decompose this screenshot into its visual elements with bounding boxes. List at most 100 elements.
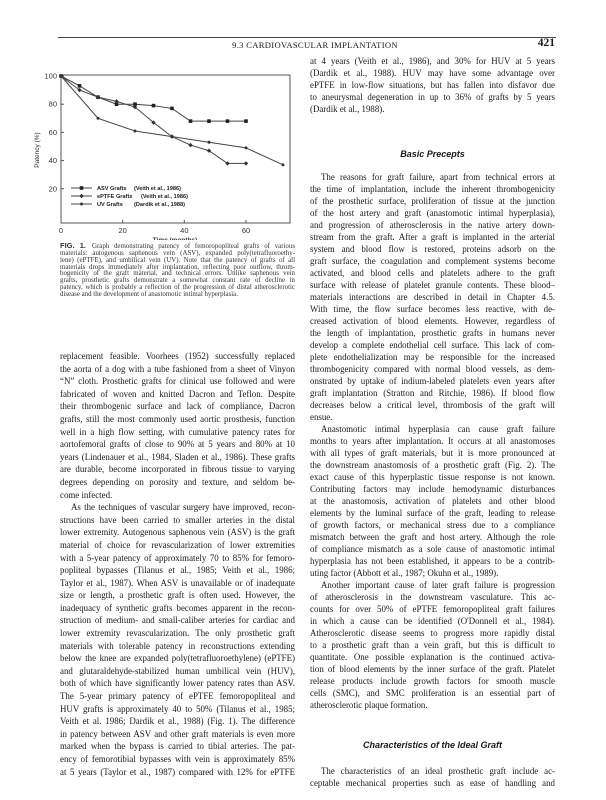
text-line: lower extremity. Autogenous saphenous ve…: [60, 527, 295, 538]
data-point: [132, 104, 138, 110]
caption-line: disease and the development of anastomot…: [60, 290, 238, 298]
data-point: [206, 148, 212, 153]
text-line: quantitate. One possible explanation is …: [310, 652, 555, 662]
patency-chart: 20 40 60 80 100 0 20 40 60 Time (months) Patency (…: [34, 72, 291, 240]
legend-label: UV Grafts: [97, 202, 123, 208]
data-point: [170, 106, 174, 111]
text-line: of the host artery and graft (anastomoti…: [310, 208, 555, 218]
text-line: aortofemoral grafts of close to 90% at 5…: [60, 439, 295, 450]
x-tick-label: 20: [118, 226, 126, 235]
text-line: are durable, become incorporated in fibr…: [60, 464, 295, 475]
text-line: in patency between ASV and other graft m…: [60, 728, 295, 739]
text-line: graft surface, the coagulation and compl…: [310, 256, 555, 266]
section-heading-basic-precepts: Basic Precepts: [400, 149, 465, 159]
text-line: the time of implantation, include the in…: [310, 184, 555, 194]
y-tick-label: 40: [49, 156, 57, 165]
text-line: mismatch between the graft and host arte…: [310, 532, 555, 542]
text-line: the downstream anastomosis of a prosthet…: [310, 460, 555, 470]
basic-precepts-text: The reasons for graft failure, apart fro…: [310, 171, 555, 711]
plot-frame: [60, 74, 291, 224]
text-line: to a prosthetic graft than a vein graft,…: [310, 640, 555, 650]
text-line: As the techniques of vascular surgery ha…: [71, 502, 295, 513]
text-line: months to years after implantation. It o…: [310, 436, 555, 446]
text-line: The reasons for graft failure, apart fro…: [321, 172, 555, 182]
y-axis-label: Patency (%): [34, 132, 41, 167]
text-line: and glutaraldehyde-stabilized human umbi…: [60, 665, 295, 676]
text-line: of the prosthetic surface, proliferation…: [310, 196, 555, 206]
text-line: system and blood flow is restored, prote…: [310, 244, 555, 254]
data-point: [114, 102, 119, 106]
text-line: inadequacy of synthetic grafts becomes a…: [60, 602, 295, 613]
text-line: hyperplasia has not been established, it…: [310, 556, 555, 566]
text-line: With time, the flow surface becomes less…: [310, 304, 555, 314]
text-line: grafts, still the most commonly used aor…: [60, 413, 295, 424]
legend-label: ASV Grafts: [97, 186, 127, 192]
text-line: release products include growth factors …: [310, 676, 555, 686]
text-line: (Dardik et al., 1988).: [310, 104, 385, 114]
series-line-square: [60, 75, 246, 122]
legend-marker: [79, 193, 84, 199]
header-rule: [58, 37, 556, 38]
text-line: thrombogenicity compared with normal blo…: [310, 364, 555, 374]
text-line: plete endothelialization may be responsi…: [310, 352, 555, 362]
caption-line: grafts, prosthetic grafts demonstrate a …: [60, 277, 295, 285]
text-line: and progression of atherosclerosis in th…: [310, 220, 555, 230]
x-tick-label: 0: [59, 226, 63, 235]
text-line: Another important cause of later graft f…: [321, 580, 555, 590]
text-line: (Dardik et al., 1988). HUV may have some…: [310, 68, 555, 78]
data-point: [244, 146, 248, 150]
text-line: structions have been carried to smaller …: [60, 514, 295, 525]
data-point: [243, 161, 249, 166]
text-line: fabricated of woven and knitted Dacron a…: [60, 388, 295, 399]
text-line: replacement feasible. Voorhees (1952) su…: [60, 351, 295, 361]
text-line: well in a high flow setting, with cumula…: [60, 426, 295, 437]
x-tick-label: 60: [242, 226, 250, 235]
text-line: in which a cause can be identified (O'Do…: [310, 616, 555, 626]
text-line: the aorta of a dog with a tube fashioned…: [60, 363, 295, 374]
text-line: below the knee are expanded poly(tetrafl…: [60, 653, 295, 664]
series-line-diamond: [60, 75, 246, 164]
text-line: atherosclerotic plaque formation.: [310, 700, 428, 710]
data-point: [188, 142, 193, 148]
text-line: years (Lindenauer et al., 1984, Sladen e…: [60, 451, 295, 462]
text-line: materials with tolerable patency in reco…: [60, 640, 295, 651]
y-tick-label: 20: [49, 184, 57, 193]
text-line: “N” cloth. Prosthetic grafts for clinica…: [60, 376, 295, 387]
text-line: with a 5-year patency of approximately 7…: [60, 552, 295, 563]
data-point: [95, 94, 101, 100]
text-line: both of which have significantly lower p…: [60, 678, 295, 689]
y-tick-label: 60: [49, 128, 57, 137]
text-line: Anastomotic intimal hyperplasia can caus…: [321, 424, 555, 434]
text-line: ceptable mechanical properties such as e…: [310, 778, 555, 788]
text-line: at the anastomosis, activation of platel…: [310, 496, 555, 506]
caption-line: patency, which is probably a reflection …: [60, 284, 295, 292]
page-number: 421: [537, 37, 555, 49]
data-point: [151, 103, 156, 108]
legend-source: (Dardik et al., 1988): [134, 202, 185, 208]
legend-label: ePTFE Grafts: [97, 194, 132, 200]
text-line: ency of femorotibial bypasses with vein …: [60, 754, 295, 764]
text-line: size or length, a prosthetic graft is of…: [60, 590, 295, 601]
text-line: counts for over 50% of ePTFE femoropopli…: [310, 604, 555, 614]
data-point: [244, 119, 248, 123]
text-line: material of choice for revascularization…: [60, 539, 295, 550]
data-point: [225, 119, 230, 123]
data-point: [225, 161, 230, 166]
x-axis-label: Time (months): [153, 237, 198, 240]
data-point: [77, 87, 82, 93]
data-point: [281, 163, 285, 167]
text-line: cells (SMC), and SMC proliferation is an…: [310, 688, 555, 698]
text-line: Veith et al. 1986; Dardik et al., 1988) …: [60, 716, 295, 727]
data-point: [133, 102, 137, 106]
section-heading-ideal-graft: Characteristics of the Ideal Graft: [362, 740, 503, 750]
text-line: materials interactions are described in …: [310, 292, 555, 302]
data-point: [114, 99, 119, 104]
text-line: The characteristics of an ideal prosthet…: [321, 766, 555, 776]
data-point: [77, 84, 82, 88]
text-line: HUV grafts is approximately 40 to 50% (T…: [60, 703, 295, 714]
text-line: develop a complete endothelial cell surf…: [310, 340, 555, 350]
right-column-intro: at 4 years (Veith et al., 1986), and 30%…: [310, 55, 555, 115]
left-column-text: replacement feasible. Voorhees (1952) su…: [60, 350, 295, 778]
text-line: degrees depending on porosity and textur…: [60, 476, 295, 487]
text-line: The 5-year primary patency of ePTFE femo…: [60, 691, 295, 702]
